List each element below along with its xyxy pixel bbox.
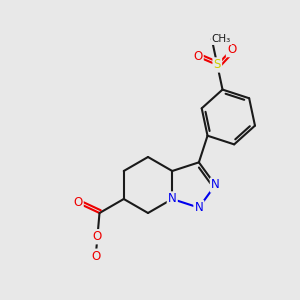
Text: O: O (91, 250, 100, 263)
Text: O: O (93, 230, 102, 243)
Text: N: N (194, 201, 203, 214)
Text: S: S (214, 58, 221, 71)
Text: O: O (227, 43, 236, 56)
Text: N: N (211, 178, 220, 191)
Text: O: O (73, 196, 83, 209)
Text: O: O (193, 50, 203, 63)
Text: N: N (168, 193, 177, 206)
Text: CH₃: CH₃ (212, 34, 231, 44)
